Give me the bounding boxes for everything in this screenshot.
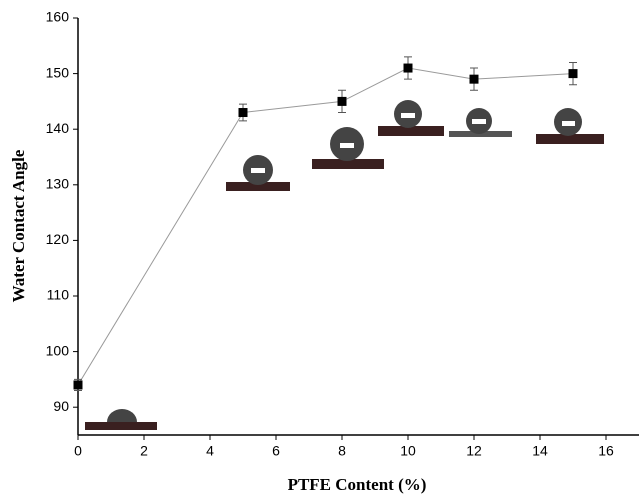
- y-tick-label: 100: [46, 342, 70, 358]
- y-tick-label: 120: [46, 231, 70, 247]
- data-point: [73, 380, 83, 390]
- x-tick-label: 2: [140, 443, 148, 459]
- x-tick-label: 14: [532, 443, 548, 459]
- x-tick-label: 6: [272, 443, 280, 459]
- data-point: [469, 74, 479, 84]
- y-tick-label: 150: [46, 64, 70, 80]
- x-axis-label: PTFE Content (%): [288, 475, 427, 494]
- y-axis-label: Water Contact Angle: [9, 149, 28, 302]
- y-tick-label: 110: [47, 287, 70, 303]
- y-tick-label: 90: [53, 398, 69, 414]
- y-tick-label: 140: [46, 120, 70, 136]
- y-tick-label: 160: [46, 9, 70, 25]
- x-tick-label: 12: [466, 443, 482, 459]
- x-tick-label: 0: [74, 443, 82, 459]
- x-tick-label: 10: [400, 443, 416, 459]
- data-point: [568, 69, 578, 79]
- x-tick-label: 16: [598, 443, 614, 459]
- x-tick-label: 8: [338, 443, 346, 459]
- data-point: [403, 63, 413, 73]
- droplet-images: [85, 100, 604, 430]
- x-tick-label: 4: [206, 443, 214, 459]
- y-tick-label: 130: [46, 176, 70, 192]
- data-point: [337, 96, 347, 106]
- data-line: [77, 67, 574, 386]
- data-point: [238, 108, 248, 118]
